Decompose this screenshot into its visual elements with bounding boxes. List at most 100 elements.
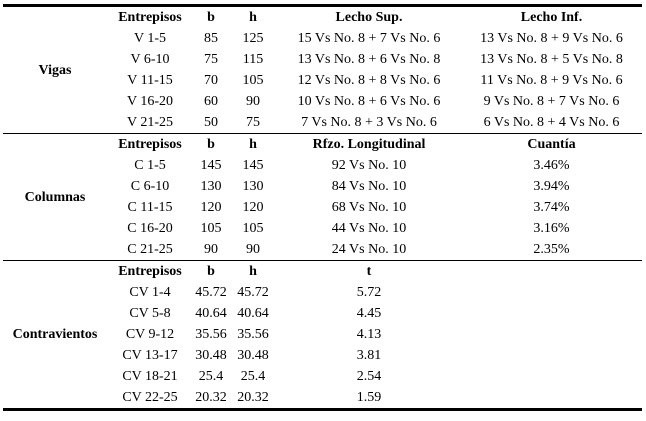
column-header: Entrepisos <box>107 260 193 282</box>
column-header: Entrepisos <box>107 4 193 28</box>
table-cell: 44 Vs No. 10 <box>331 221 407 236</box>
table-cell: 75 <box>204 52 218 67</box>
table-cell: 105 <box>242 221 264 236</box>
reinforcement-table: Vigas Entrepisos b h Lecho Sup. Lecho Inf. V 1… <box>3 4 642 411</box>
column-header <box>461 260 642 282</box>
table-row: V 11-15 70 105 12 Vs No. 8 + 8 Vs No. 6 11 V… <box>3 70 642 91</box>
column-header: h <box>229 4 277 28</box>
table-cell: 10 Vs No. 8 + 6 Vs No. 6 <box>297 94 441 109</box>
column-header: b <box>193 133 229 155</box>
table-cell: 45.72 <box>195 285 227 300</box>
table-cell: 11 Vs No. 8 + 9 Vs No. 6 <box>480 73 623 88</box>
section-label: Contravientos <box>3 260 107 411</box>
table-cell: 75 <box>246 115 260 130</box>
table-cell: 90 <box>204 242 218 257</box>
table-cell: CV 22-25 <box>107 387 193 411</box>
table-cell <box>461 324 642 345</box>
table-cell: CV 18-21 <box>122 369 178 384</box>
table-cell: V 21-25 <box>126 115 174 130</box>
table-cell: 120 <box>242 200 264 215</box>
table-cell: 90 <box>246 242 260 257</box>
column-header: Entrepisos <box>107 133 193 155</box>
table-cell: 1.59 <box>277 387 461 411</box>
section-header-row: Vigas Entrepisos b h Lecho Sup. Lecho Inf. <box>3 4 642 134</box>
section-header-row: Contravientos Entrepisos b h t <box>3 260 642 411</box>
table-cell: 13 Vs No. 8 + 6 Vs No. 8 <box>297 52 441 67</box>
table-cell <box>461 345 642 366</box>
table-row: V 16-20 60 90 10 Vs No. 8 + 6 Vs No. 6 9 Vs … <box>3 91 642 112</box>
table-row: CV 18-21 25.4 25.4 2.54 <box>3 366 642 387</box>
table-cell: 25.4 <box>198 369 224 384</box>
table-cell: 50 <box>204 115 218 130</box>
table-cell: 20.32 <box>193 387 229 411</box>
table-cell: 3.16% <box>533 221 570 236</box>
table-cell: CV 1-4 <box>129 285 171 300</box>
table-cell <box>461 366 642 387</box>
table-cell: 30.48 <box>195 348 227 363</box>
column-header: h <box>229 260 277 282</box>
table-cell: 125 <box>242 31 264 46</box>
table-cell: 115 <box>242 52 264 67</box>
table-cell: 60 <box>204 94 218 109</box>
table-cell: 35.56 <box>237 327 269 342</box>
table-cell: V 16-20 <box>126 94 174 109</box>
table-cell: 130 <box>242 179 264 194</box>
table-cell: V 6-10 <box>130 52 170 67</box>
table-cell: 25.4 <box>240 369 266 384</box>
table-cell: 9 Vs No. 8 + 7 Vs No. 6 <box>483 94 620 109</box>
table-cell: 3.94% <box>533 179 570 194</box>
table-cell: 12 Vs No. 8 + 8 Vs No. 6 <box>297 73 441 88</box>
table-cell: 15 Vs No. 8 + 7 Vs No. 6 <box>297 31 441 46</box>
column-header: b <box>193 4 229 28</box>
table-cell: 24 Vs No. 10 <box>331 242 407 257</box>
table-cell: 84 Vs No. 10 <box>331 179 407 194</box>
table-cell: 120 <box>200 200 222 215</box>
table-row: V 21-25 50 75 7 Vs No. 8 + 3 Vs No. 6 6 Vs N… <box>3 112 642 134</box>
table-cell <box>461 303 642 324</box>
table-cell: 85 <box>204 31 218 46</box>
table-cell: CV 9-12 <box>125 327 175 342</box>
table-cell: 6 Vs No. 8 + 4 Vs No. 6 <box>483 115 620 130</box>
table-cell: 30.48 <box>237 348 269 363</box>
table-cell: 4.45 <box>356 306 382 321</box>
table-cell <box>461 387 642 411</box>
column-header: Cuantía <box>461 133 642 155</box>
column-header: t <box>277 260 461 282</box>
table-cell: 7 Vs No. 8 + 3 Vs No. 6 <box>301 115 437 130</box>
table-cell: 3.81 <box>356 348 382 363</box>
table-cell: C 6-10 <box>130 179 170 194</box>
table-cell <box>461 282 642 303</box>
section-label: Columnas <box>3 133 107 261</box>
table-cell: 45.72 <box>237 285 269 300</box>
table-cell: 4.13 <box>356 327 382 342</box>
table-row: CV 5-8 40.64 40.64 4.45 <box>3 303 642 324</box>
table-row: CV 13-17 30.48 30.48 3.81 <box>3 345 642 366</box>
table-row: V 6-10 75 115 13 Vs No. 8 + 6 Vs No. 8 13 Vs… <box>3 49 642 70</box>
column-header: h <box>229 133 277 155</box>
table-row: C 6-10 130 130 84 Vs No. 10 3.94% <box>3 176 642 197</box>
column-header: b <box>193 260 229 282</box>
table-cell: 145 <box>200 158 222 173</box>
column-header: Lecho Sup. <box>277 4 461 28</box>
table-cell: 2.35% <box>533 242 570 257</box>
table-cell: C 16-20 <box>127 221 173 236</box>
table-row: C 16-20 105 105 44 Vs No. 10 3.16% <box>3 218 642 239</box>
column-header: Rfzo. Longitudinal <box>277 133 461 155</box>
column-header: Lecho Inf. <box>461 4 642 28</box>
table-row: CV 1-4 45.72 45.72 5.72 <box>3 282 642 303</box>
table-cell: 13 Vs No. 8 + 9 Vs No. 6 <box>480 31 623 46</box>
table-cell: 3.74% <box>533 200 570 215</box>
table-cell: C 1-5 <box>134 158 166 173</box>
table-cell: 40.64 <box>195 306 227 321</box>
table-cell: 145 <box>242 158 264 173</box>
table-cell: 2.54 <box>356 369 382 384</box>
table-cell: 70 <box>204 73 218 88</box>
table-cell: V 11-15 <box>127 73 173 88</box>
table-row: CV 9-12 35.56 35.56 4.13 <box>3 324 642 345</box>
section-header-row: Columnas Entrepisos b h Rfzo. Longitudinal Cu… <box>3 133 642 261</box>
table-cell: 40.64 <box>237 306 269 321</box>
table-cell: 68 Vs No. 10 <box>331 200 407 215</box>
section-label: Vigas <box>3 4 107 134</box>
table-row: CV 22-25 20.32 20.32 1.59 <box>3 387 642 411</box>
